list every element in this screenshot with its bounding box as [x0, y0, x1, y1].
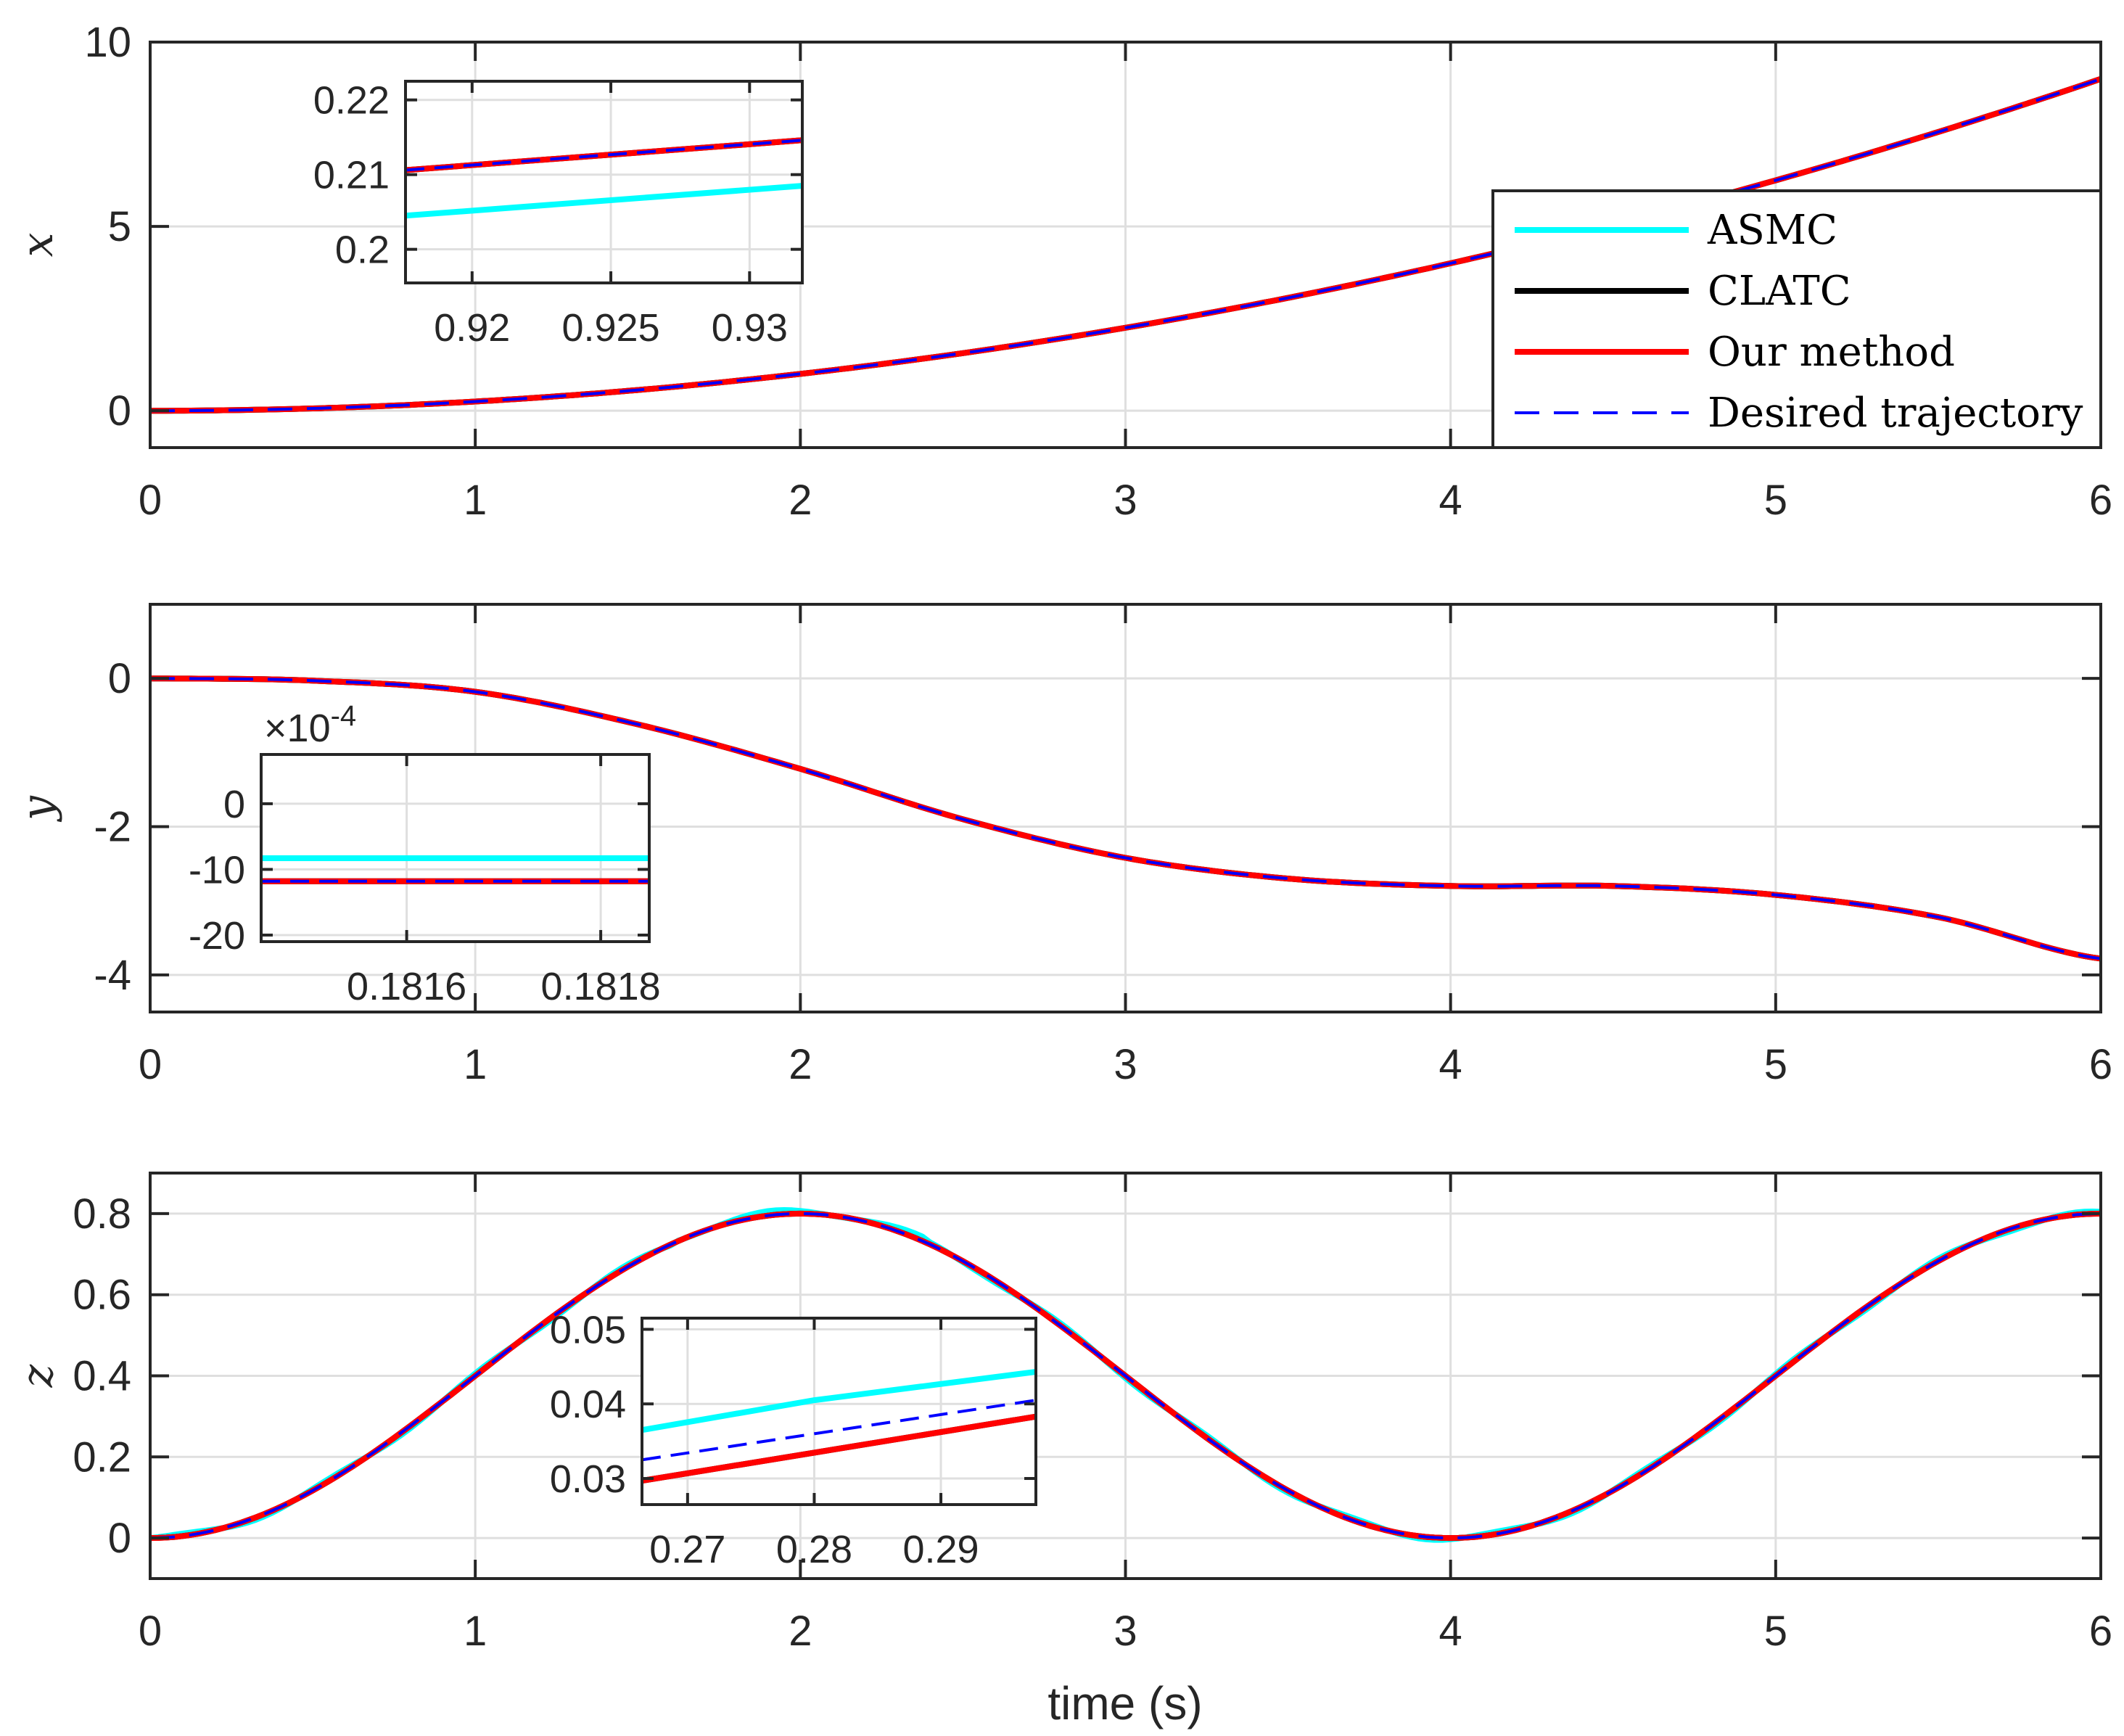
inset-x: 0.92 0.925 0.93 0.2 0.21 0.22 [313, 79, 804, 350]
x-tick-label: 5 [1764, 1041, 1787, 1088]
x-axis-label: time (s) [1047, 1677, 1202, 1729]
inset-box [404, 80, 804, 284]
x-tick-label: 5 [1764, 1608, 1787, 1655]
x-tick-label: 0 [139, 1041, 162, 1088]
x-tick-label: 5 [1764, 477, 1787, 524]
inset-x-tick-label: 0.1816 [347, 965, 466, 1008]
inset-series-desired-trajectory [642, 1399, 1036, 1462]
inset-series-our-method [642, 1413, 1036, 1484]
y-axis-label-z: z [12, 1364, 63, 1388]
y-tick-label: 0.8 [73, 1190, 131, 1238]
inset-x-tick-label: 0.93 [712, 306, 788, 350]
legend-label-our-method: Our method [1708, 329, 1955, 376]
x-tick-label: 0 [139, 1608, 162, 1655]
y-axis-label-x: x [12, 233, 63, 258]
y-tick-label: 0.4 [73, 1353, 131, 1400]
legend-box [1491, 189, 2102, 449]
inset-y-tick-label: 0.05 [550, 1308, 626, 1352]
x-tick-label: 0 [139, 477, 162, 524]
legend-label-asmc: ASMC [1707, 207, 1837, 254]
inset-x-tick-label: 0.92 [434, 306, 510, 350]
legend-label-desired-trajectory: Desired trajectory [1708, 390, 2083, 437]
y-tick-label: 0 [108, 387, 131, 435]
x-tick-label: 3 [1114, 1608, 1137, 1655]
inset-x-tick-label: 0.1818 [541, 965, 661, 1008]
y-tick-label: -4 [94, 952, 131, 999]
inset-z: 0.27 0.28 0.29 0.03 0.04 0.05 [550, 1308, 1037, 1571]
y-tick-label: 0.2 [73, 1433, 131, 1481]
series-desired-trajectory-z [150, 1212, 2101, 1540]
x-tick-label: 3 [1114, 477, 1137, 524]
inset-y-tick-label: -10 [189, 848, 245, 892]
x-tick-label: 6 [2089, 1041, 2112, 1088]
y-tick-label: 5 [108, 203, 131, 250]
x-tick-label: 2 [789, 1041, 812, 1088]
inset-y-tick-label: 0.22 [313, 79, 390, 123]
inset-series-asmc [642, 1369, 1036, 1433]
inset-y-tick-label: 0.2 [335, 229, 390, 272]
x-tick-label: 6 [2089, 1608, 2112, 1655]
inset-box [260, 753, 651, 943]
inset-x-tick-label: 0.27 [649, 1528, 725, 1571]
x-tick-label: 1 [464, 1041, 487, 1088]
inset-y-tick-label: 0.21 [313, 154, 390, 197]
y-tick-label: 0 [108, 655, 131, 702]
inset-y-tick-label: 0.03 [550, 1457, 626, 1501]
x-tick-label: 4 [1439, 1041, 1462, 1088]
inset-y-tick-label: 0 [223, 783, 245, 826]
x-tick-label: 4 [1439, 477, 1462, 524]
y-axis-label-y: y [12, 795, 63, 823]
series-desired-trajectory-y [150, 677, 2101, 960]
inset-series-asmc [406, 183, 802, 219]
inset-x-tick-label: 0.29 [902, 1528, 979, 1571]
inset-box [641, 1317, 1037, 1506]
x-tick-label: 1 [464, 1608, 487, 1655]
inset-x-tick-label: 0.28 [776, 1528, 852, 1571]
inset-area [406, 81, 802, 283]
inset-y-tick-label: 0.04 [550, 1383, 626, 1426]
series-desired-trajectory-x [150, 77, 2101, 413]
y-tick-label: 10 [84, 19, 131, 66]
x-tick-label: 2 [789, 1608, 812, 1655]
panel-z: 0 1 2 3 4 5 6 0 0.2 0.4 0.6 0.8 z 0.27 0.28 0.29 0.03 0.0… [12, 1172, 2112, 1655]
x-tick-label: 1 [464, 477, 487, 524]
inset-y-tick-label: -20 [189, 914, 245, 958]
inset-area [642, 1318, 1036, 1505]
x-tick-label: 4 [1439, 1608, 1462, 1655]
legend-label-clatc: CLATC [1708, 268, 1851, 315]
y-tick-label: 0.6 [73, 1272, 131, 1319]
y-tick-label: -2 [94, 804, 131, 851]
x-tick-label: 6 [2089, 477, 2112, 524]
inset-area [261, 754, 649, 942]
x-tick-label: 2 [789, 477, 812, 524]
inset-x-tick-label: 0.925 [561, 306, 659, 350]
x-tick-label: 3 [1114, 1041, 1137, 1088]
inset-series-desired-trajectory [406, 139, 802, 172]
legend: ASMC CLATC Our method Desired trajectory [1491, 189, 2102, 449]
y-tick-label: 0 [108, 1515, 131, 1562]
